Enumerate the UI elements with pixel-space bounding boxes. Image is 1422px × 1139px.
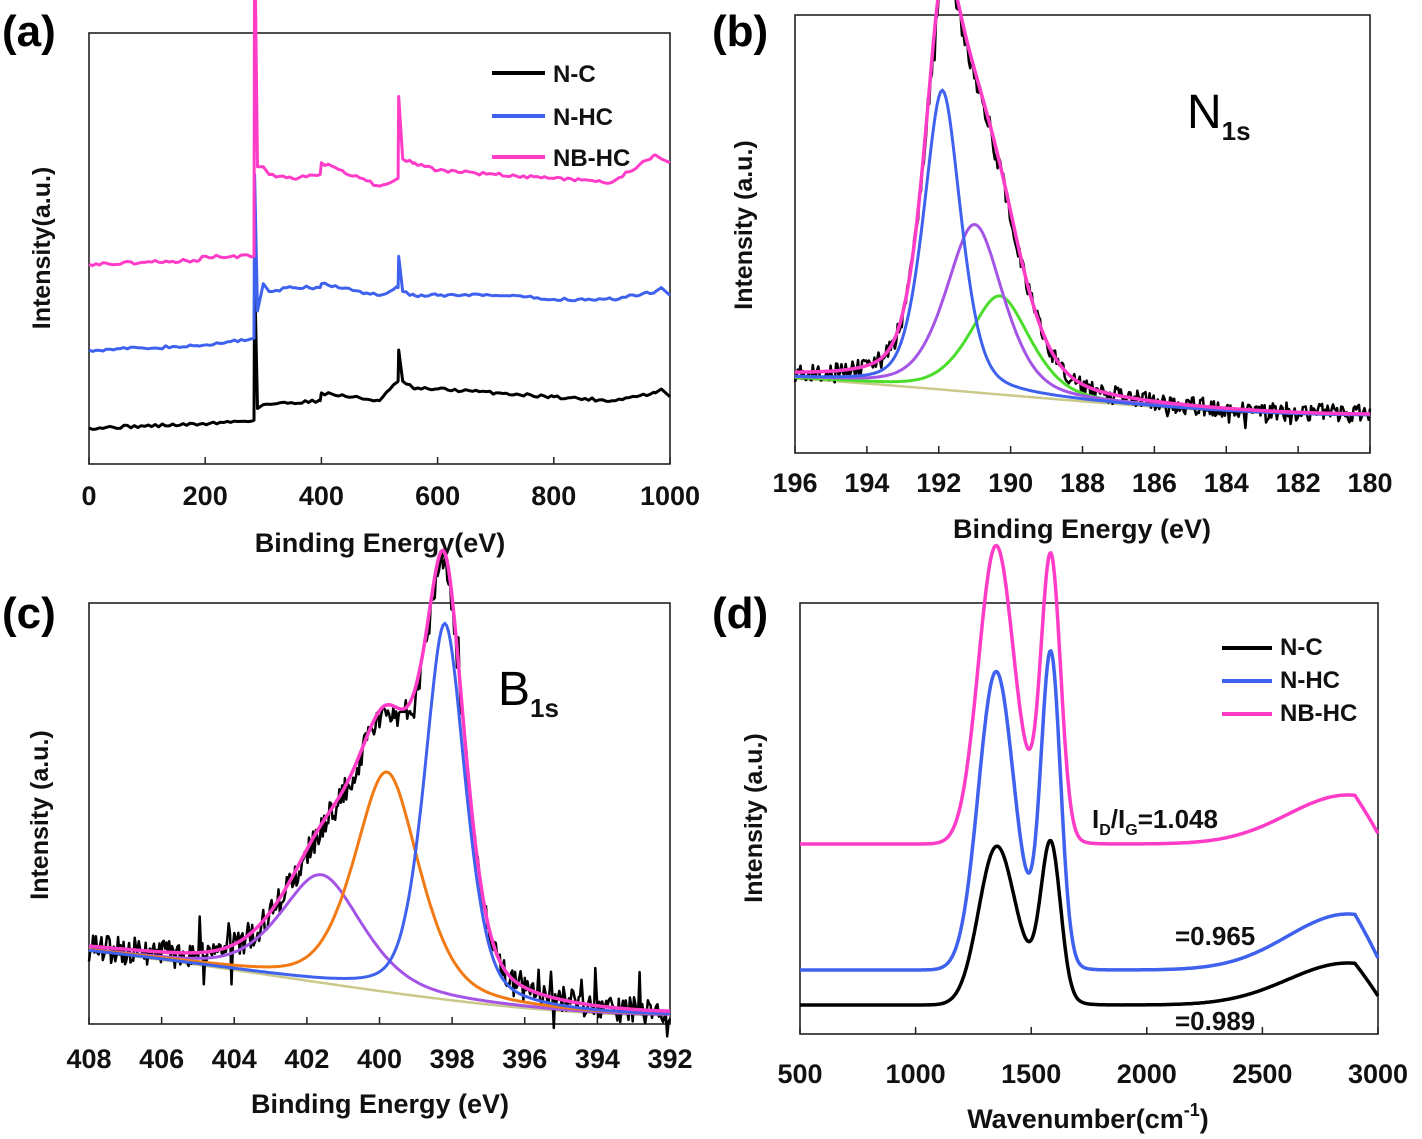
x-tick-label: 182	[1276, 468, 1321, 498]
x-tick-label: 180	[1347, 468, 1392, 498]
x-axis-label-d: Wavenumber(cm-1)	[967, 1100, 1209, 1134]
x-tick-label: 196	[772, 468, 817, 498]
x-tick-label: 500	[777, 1059, 822, 1089]
ratio-sub-g: G	[1125, 822, 1137, 839]
ratio-value-n-c: =0.989	[1175, 1006, 1255, 1036]
x-tick-label: 190	[988, 468, 1033, 498]
y-axis-label-c: Intensity (a.u.)	[26, 730, 54, 899]
ratio-label-nb-hc: ID/IG=1.048	[1092, 804, 1218, 839]
x-tick-label: 194	[844, 468, 889, 498]
x-axis-label-a: Binding Energy(eV)	[255, 528, 506, 558]
x-ticks-d: 500 1000 1500 2000 2500 3000	[777, 1027, 1408, 1089]
ratio-i-d: I	[1092, 804, 1099, 834]
x-tick-label: 2000	[1117, 1059, 1177, 1089]
y-axis-label-a: Intensity(a.u.)	[28, 167, 56, 330]
panel-label-d: (d)	[712, 589, 768, 638]
x-tick-label: 192	[916, 468, 961, 498]
x-tick-label: 396	[502, 1044, 547, 1074]
x-tick-label: 400	[299, 481, 344, 511]
legend-label-nb-hc: NB-HC	[1280, 700, 1357, 727]
x-axis-label-c: Binding Energy (eV)	[251, 1089, 509, 1119]
raw-data-line	[793, 0, 1372, 430]
x-tick-label: 392	[647, 1044, 692, 1074]
series-line-n-hc	[88, 173, 672, 353]
x-tick-label: 398	[430, 1044, 475, 1074]
fit-peak-2	[88, 770, 671, 1016]
panel-label-a: (a)	[2, 7, 56, 56]
plot-frame-a	[88, 32, 671, 465]
fit-envelope	[795, 0, 1370, 416]
x-tick-label: 1000	[640, 481, 700, 511]
title-main-n: N	[1187, 86, 1222, 139]
x-tick-label: 404	[212, 1044, 257, 1074]
raman-line-n-c	[799, 838, 1380, 1007]
title-sub-1s: 1s	[530, 693, 559, 723]
x-axis-label-b: Binding Energy (eV)	[953, 514, 1211, 544]
ratio-sub-d: D	[1099, 822, 1111, 839]
x-ticks-b: 196 194 192 190 188 186 184 182 180	[772, 446, 1393, 498]
ratio-value-n-hc: =0.965	[1175, 921, 1255, 951]
panel-b: (b) 196 194 192 190 188 186 184 182 180 N1s Bind…	[712, 0, 1393, 544]
x-tick-label: 406	[139, 1044, 184, 1074]
raw-data-line	[87, 550, 672, 1038]
x-ticks-a: 0 200 400 600 800 1000	[81, 457, 700, 511]
component-lines-b	[793, 0, 1372, 430]
x-tick-label: 0	[81, 481, 96, 511]
legend-label-n-c: N-C	[1280, 634, 1323, 661]
legend-label-n-c: N-C	[553, 61, 596, 88]
series-line-n-c	[88, 270, 672, 431]
panel-label-c: (c)	[2, 589, 56, 638]
panel-d: (d) 500 1000 1500 2000 2500 3000 Wavenumber(c…	[712, 543, 1408, 1134]
x-ticks-c: 408 406 404 402 400 398 396 394 392	[66, 1017, 693, 1074]
panel-a: (a) 0 200 400 600 800 1000 Binding Energy(eV)…	[2, 0, 700, 558]
legend-label-nb-hc: NB-HC	[553, 145, 630, 172]
plot-frame-d	[799, 602, 1379, 1035]
spectrum-title-n1s: N1s	[1187, 86, 1251, 146]
x-axis-label-d-main: Wavenumber(cm	[967, 1104, 1184, 1134]
x-axis-label-d-end: )	[1200, 1104, 1209, 1134]
x-tick-label: 600	[415, 481, 460, 511]
x-tick-label: 1000	[886, 1059, 946, 1089]
x-tick-label: 408	[66, 1044, 111, 1074]
x-tick-label: 188	[1060, 468, 1105, 498]
raman-line-n-hc	[799, 649, 1380, 972]
x-tick-label: 2500	[1232, 1059, 1292, 1089]
x-tick-label: 394	[575, 1044, 620, 1074]
panel-label-b: (b)	[712, 7, 768, 56]
y-axis-label-b: Intensity (a.u.)	[730, 140, 758, 309]
series-lines-a	[88, 0, 672, 431]
raman-line-nb-hc	[799, 543, 1380, 846]
x-tick-label: 184	[1204, 468, 1249, 498]
x-tick-label: 400	[357, 1044, 402, 1074]
series-lines-d	[799, 543, 1380, 1007]
x-tick-label: 186	[1132, 468, 1177, 498]
panel-c: (c) 408 406 404 402 400 398 396 394 392 B1s Bind…	[2, 548, 693, 1119]
spectrum-title-b1s: B1s	[498, 663, 559, 723]
legend-a: N-C N-HC NB-HC	[492, 61, 630, 172]
y-axis-label-d: Intensity (a.u.)	[740, 733, 768, 902]
x-tick-label: 3000	[1348, 1059, 1408, 1089]
x-axis-label-d-sup: -1	[1184, 1100, 1200, 1120]
legend-label-n-hc: N-HC	[1280, 667, 1340, 694]
x-tick-label: 800	[531, 481, 576, 511]
legend-label-n-hc: N-HC	[553, 104, 613, 131]
x-tick-label: 402	[284, 1044, 329, 1074]
fit-peak-1	[88, 621, 670, 1015]
title-main-b: B	[498, 663, 530, 716]
series-line-nb-hc	[88, 0, 671, 268]
component-lines-c	[87, 548, 672, 1038]
ratio-value-nb-hc: =1.048	[1138, 804, 1218, 834]
ratio-slash-i: /I	[1111, 804, 1125, 834]
title-sub-1s: 1s	[1222, 116, 1251, 146]
legend-d: N-C N-HC NB-HC	[1222, 634, 1357, 727]
x-tick-label: 200	[183, 481, 228, 511]
fit-envelope	[88, 548, 671, 1013]
x-tick-label: 1500	[1001, 1059, 1061, 1089]
fit-peak-3	[88, 873, 671, 1016]
